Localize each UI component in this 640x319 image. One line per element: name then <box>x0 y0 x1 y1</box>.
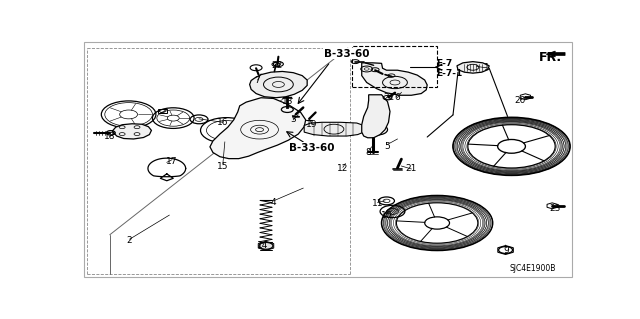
Polygon shape <box>362 95 390 138</box>
Text: 14: 14 <box>257 241 268 249</box>
Text: 13: 13 <box>282 97 293 106</box>
Text: 22: 22 <box>383 93 394 102</box>
Text: 18: 18 <box>104 132 115 141</box>
Bar <box>352 46 437 87</box>
Text: 23: 23 <box>550 204 561 213</box>
Text: 7: 7 <box>255 76 260 85</box>
Text: 3: 3 <box>291 115 296 124</box>
Text: B-33-60: B-33-60 <box>324 48 369 58</box>
Polygon shape <box>210 98 306 159</box>
Text: 17: 17 <box>166 157 177 166</box>
Text: 2: 2 <box>127 236 132 245</box>
Text: 12: 12 <box>337 165 349 174</box>
Polygon shape <box>304 122 364 136</box>
Text: 8: 8 <box>366 148 372 157</box>
Text: FR.: FR. <box>539 51 562 64</box>
Text: E-7-1: E-7-1 <box>436 69 462 78</box>
Text: 4: 4 <box>271 198 276 207</box>
Text: 1: 1 <box>484 63 490 72</box>
Polygon shape <box>547 51 565 57</box>
Text: SJC4E1900B: SJC4E1900B <box>510 264 556 273</box>
Text: 15: 15 <box>217 162 228 171</box>
Text: 21: 21 <box>406 165 417 174</box>
Text: 19: 19 <box>307 120 318 129</box>
Text: 20: 20 <box>515 96 526 105</box>
Polygon shape <box>457 62 489 73</box>
Text: 22: 22 <box>272 61 283 70</box>
Text: E-7: E-7 <box>436 59 452 68</box>
Text: 5: 5 <box>385 142 390 151</box>
Text: 16: 16 <box>217 118 228 127</box>
Polygon shape <box>250 71 307 98</box>
Text: 10: 10 <box>381 211 392 220</box>
Polygon shape <box>112 124 152 139</box>
Circle shape <box>259 242 273 249</box>
Text: 9: 9 <box>504 246 509 255</box>
Text: B-33-60: B-33-60 <box>289 143 335 152</box>
Bar <box>158 109 167 113</box>
Polygon shape <box>362 63 428 95</box>
Text: 11: 11 <box>372 199 383 208</box>
Text: 6: 6 <box>395 93 400 102</box>
